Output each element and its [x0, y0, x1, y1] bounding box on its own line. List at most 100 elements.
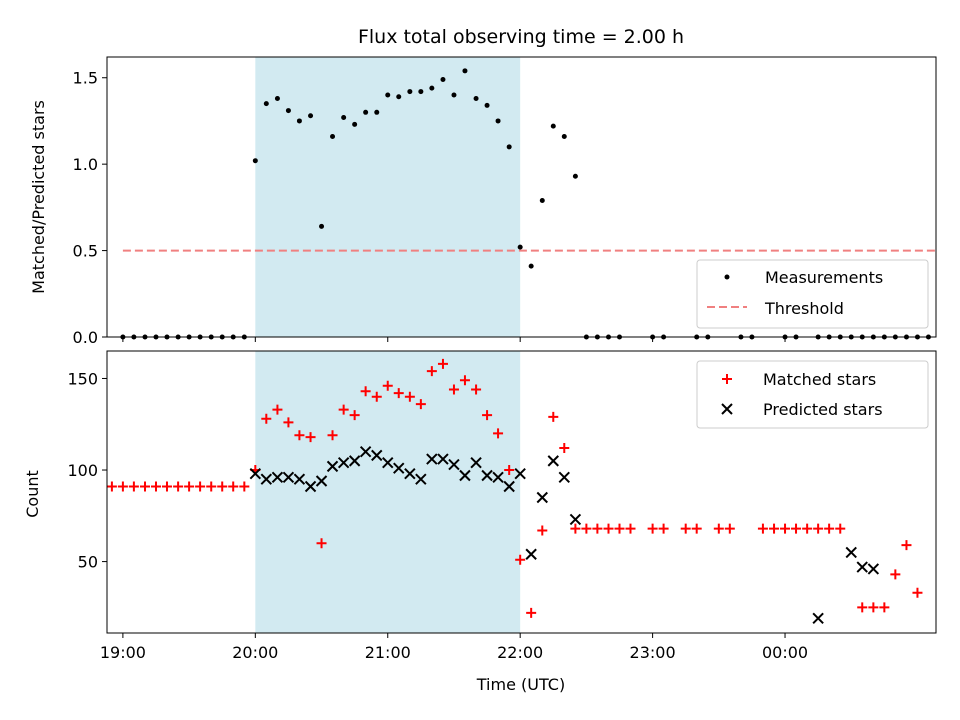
xtick-label: 22:00: [497, 643, 543, 662]
matched-star-point: [570, 523, 581, 534]
measurement-point: [429, 85, 435, 91]
matched-star-point: [592, 523, 603, 534]
legend-plus-shape: [722, 374, 732, 384]
measurement-point: [517, 244, 523, 250]
top-plot-frame: [106, 56, 937, 338]
matched-star-point: [173, 481, 184, 492]
predicted-star-point: [415, 473, 427, 485]
matched-star-point: [493, 428, 504, 439]
legend-measurements-marker: [724, 274, 730, 280]
predicted-star-point: [503, 480, 515, 493]
matched-star-point: [128, 481, 139, 492]
matched-star-point: [769, 523, 780, 534]
matched-star-point: [338, 404, 349, 415]
chart-title: Flux total observing time = 2.00 h: [358, 26, 684, 48]
measurement-point: [561, 134, 567, 140]
predicted-star-point: [437, 453, 449, 465]
predicted-star-point: [359, 446, 372, 458]
top-legend: Measurements Threshold: [696, 259, 929, 329]
measurement-point: [341, 114, 347, 120]
top-panel: 0.0 0.5 1.0 1.5 Matched/Predicted stars Mea…: [29, 56, 937, 347]
predicted-star-point: [547, 455, 559, 467]
matched-star-point: [117, 481, 128, 492]
measurement-point: [352, 121, 358, 127]
bottom-legend-box: [696, 360, 929, 429]
predicted-star-point: [404, 467, 416, 480]
predicted-star-point: [326, 460, 339, 473]
matched-star-point: [901, 540, 912, 551]
predicted-star-point: [371, 449, 383, 462]
legend-measurements-label: Measurements: [765, 268, 883, 287]
matched-star-point: [504, 465, 515, 476]
xtick-label: 21:00: [365, 643, 411, 662]
bottom-ytick-label: 50: [78, 553, 98, 572]
predicted-star-point: [448, 458, 460, 471]
measurement-point: [308, 113, 314, 119]
matched-star-point: [283, 417, 294, 428]
matched-star-point: [471, 384, 482, 395]
top-ytick-label: 1.5: [73, 69, 98, 88]
matched-star-point: [349, 410, 360, 421]
predicted-star-point: [304, 480, 317, 493]
predicted-star-point: [470, 456, 482, 469]
predicted-star-point: [382, 456, 394, 469]
measurement-point: [528, 263, 534, 269]
measurement-point: [319, 223, 325, 229]
measurement-point: [385, 92, 391, 98]
predicted-star-point: [536, 491, 548, 504]
matched-star-point: [360, 386, 371, 397]
measurement-point: [274, 95, 280, 101]
measurement-point: [418, 89, 424, 95]
xtick-label: 19:00: [100, 643, 146, 662]
matched-star-point: [658, 523, 669, 534]
matched-star-point: [581, 523, 592, 534]
matched-star-point: [835, 523, 846, 534]
top-ytick-label: 0.5: [73, 242, 98, 261]
measurement-point: [539, 197, 545, 203]
bottom-y-axis-label: Count: [23, 470, 42, 518]
predicted-star-point: [867, 563, 880, 575]
measurement-point: [506, 144, 512, 150]
matched-star-point: [912, 587, 923, 598]
matched-star-point: [890, 569, 901, 580]
matched-star-point: [239, 481, 250, 492]
matched-star-point: [272, 404, 283, 415]
matched-star-point: [625, 523, 636, 534]
measurement-point: [396, 94, 402, 100]
legend-matched-label: Matched stars: [763, 370, 876, 389]
matched-star-point: [415, 399, 426, 410]
measurement-point: [451, 92, 457, 98]
x-axis-label: Time (UTC): [476, 675, 565, 694]
measurement-point: [285, 108, 291, 114]
bottom-ytick-label: 100: [67, 461, 98, 480]
legend-x-shape: [721, 403, 733, 415]
measurement-point: [572, 173, 578, 179]
measurement-point: [440, 76, 446, 82]
measurement-point: [296, 118, 302, 124]
bottom-plot-frame: [106, 350, 937, 634]
matched-star-point: [206, 481, 217, 492]
matched-star-point: [757, 523, 768, 534]
matched-star-point: [482, 410, 493, 421]
predicted-star-point: [271, 471, 284, 484]
legend-predicted-marker: [721, 403, 733, 415]
measurement-point: [495, 118, 501, 124]
legend-matched-marker: [722, 374, 732, 384]
legend-predicted-label: Predicted stars: [763, 400, 883, 419]
measurement-point: [374, 109, 380, 115]
matched-star-point: [614, 523, 625, 534]
matched-star-point: [294, 430, 305, 441]
matched-star-point: [140, 481, 151, 492]
bottom-legend: Matched stars Predicted stars: [696, 360, 929, 429]
matched-star-point: [305, 432, 316, 443]
measurement-point: [473, 95, 479, 101]
top-legend-box: [696, 259, 929, 329]
predicted-star-point: [348, 455, 361, 467]
top-highlight-span: [255, 57, 521, 337]
matched-star-point: [537, 525, 548, 536]
matched-star-point: [261, 413, 272, 424]
matched-star-point: [371, 391, 382, 402]
matched-star-point: [184, 481, 195, 492]
